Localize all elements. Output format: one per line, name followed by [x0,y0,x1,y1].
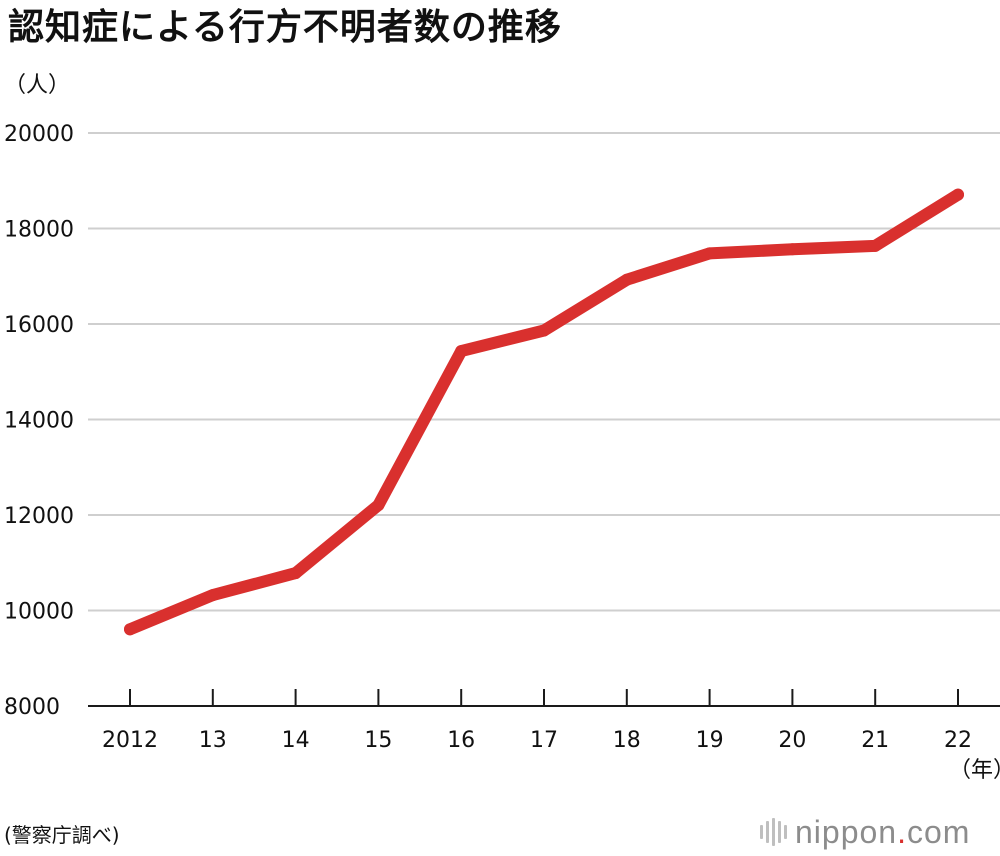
data-point-18 [620,273,633,286]
series-line [124,188,964,636]
data-point-17 [538,324,550,337]
y-tick-label: 14000 [4,409,74,434]
nippon-logo: nippon.com [760,812,970,852]
data-point-20 [786,243,799,256]
x-tick-label: 15 [364,728,392,753]
y-tick-label: 10000 [4,600,74,625]
x-tick-label: 16 [447,728,475,753]
x-tick-label: 19 [696,728,724,753]
data-point-15 [372,499,385,512]
data-point-13 [206,589,219,602]
y-tick-label: 18000 [4,218,74,243]
y-tick-label: 8000 [4,695,60,720]
y-tick-label: 20000 [4,122,74,147]
x-axis-unit-label: （年） [949,758,1000,783]
x-tick-label: 2012 [102,728,158,753]
data-point-14 [289,567,302,580]
axes [88,689,1000,707]
brand-bars-icon [760,818,787,846]
x-tick-label: 14 [282,728,310,753]
x-tick-label: 22 [944,728,972,753]
grid-lines [88,132,1000,612]
chart-title: 認知症による行方不明者数の推移 [8,7,562,48]
brand-wordmark: nippon.com [795,813,971,850]
data-point-19 [703,247,716,260]
data-point-22 [952,188,964,201]
data-point-21 [869,239,882,252]
y-tick-label: 16000 [4,313,74,338]
tick-labels: 8000 10000 12000 14000 16000 18000 20000 2012 13… [4,122,972,753]
data-point-2012 [124,623,136,636]
x-tick-label: 13 [199,728,227,753]
source-note: (警察庁調べ) [4,823,120,847]
x-tick-label: 18 [613,728,641,753]
y-axis-unit-label: （人） [4,73,71,98]
series-layer [124,188,964,636]
x-tick-label: 21 [861,728,889,753]
data-point-16 [455,345,468,358]
y-tick-label: 12000 [4,504,74,529]
x-tick-label: 20 [778,728,806,753]
x-tick-label: 17 [530,728,558,753]
